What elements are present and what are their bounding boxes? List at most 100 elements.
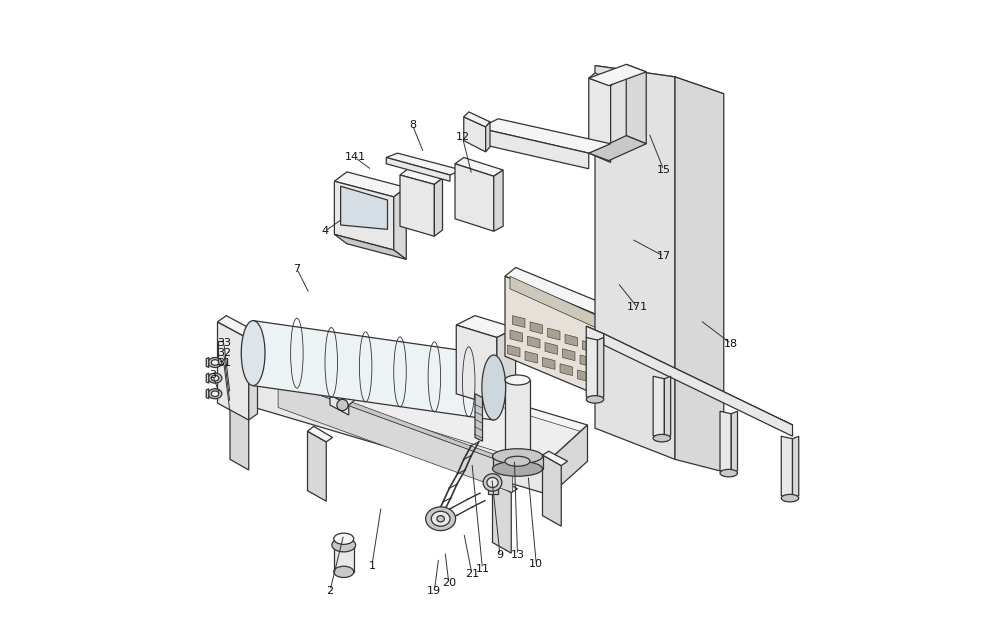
Polygon shape (508, 345, 520, 357)
Polygon shape (206, 357, 209, 367)
Ellipse shape (241, 321, 265, 386)
Ellipse shape (332, 538, 356, 552)
Polygon shape (530, 322, 542, 334)
Polygon shape (479, 119, 611, 153)
Polygon shape (582, 341, 595, 352)
Polygon shape (341, 186, 388, 229)
Text: 21: 21 (465, 569, 479, 579)
Polygon shape (589, 73, 617, 86)
Polygon shape (606, 309, 618, 399)
Polygon shape (334, 234, 406, 259)
Polygon shape (230, 395, 255, 409)
Ellipse shape (505, 456, 530, 466)
Polygon shape (525, 351, 538, 363)
Ellipse shape (492, 449, 542, 464)
Polygon shape (206, 389, 209, 399)
Polygon shape (589, 136, 646, 161)
Polygon shape (206, 373, 209, 383)
Ellipse shape (211, 391, 219, 397)
Text: 7: 7 (293, 264, 300, 274)
Text: 1: 1 (368, 561, 375, 571)
Polygon shape (434, 178, 442, 236)
Ellipse shape (483, 474, 502, 491)
Polygon shape (386, 153, 461, 175)
Polygon shape (456, 316, 516, 338)
Text: 141: 141 (344, 152, 366, 162)
Text: 15: 15 (657, 165, 671, 175)
Text: 32: 32 (217, 348, 231, 358)
Text: 171: 171 (627, 302, 648, 312)
Polygon shape (308, 431, 326, 501)
Polygon shape (512, 316, 525, 328)
Ellipse shape (437, 516, 444, 522)
Polygon shape (505, 276, 606, 399)
Text: 2: 2 (326, 586, 334, 596)
Polygon shape (492, 478, 518, 492)
Polygon shape (225, 362, 550, 495)
Polygon shape (731, 411, 738, 473)
Polygon shape (528, 336, 540, 348)
Polygon shape (586, 338, 598, 399)
Polygon shape (510, 276, 597, 328)
Polygon shape (497, 328, 516, 406)
Ellipse shape (586, 396, 604, 403)
Polygon shape (545, 342, 558, 354)
Polygon shape (792, 436, 799, 498)
Polygon shape (781, 436, 792, 498)
Polygon shape (589, 64, 646, 86)
Polygon shape (479, 128, 589, 169)
Polygon shape (562, 349, 575, 361)
Polygon shape (598, 338, 604, 399)
Text: 18: 18 (724, 339, 738, 349)
Text: 31: 31 (217, 357, 231, 367)
Polygon shape (230, 399, 249, 470)
Polygon shape (492, 482, 511, 553)
Polygon shape (456, 325, 497, 406)
Text: 3: 3 (209, 370, 216, 380)
Polygon shape (586, 326, 792, 425)
Text: 8: 8 (409, 120, 416, 130)
Polygon shape (586, 326, 604, 345)
Text: 20: 20 (442, 578, 456, 587)
Polygon shape (400, 169, 442, 184)
Ellipse shape (492, 461, 542, 476)
Polygon shape (464, 112, 490, 127)
Polygon shape (278, 375, 512, 466)
Polygon shape (580, 355, 592, 367)
Ellipse shape (720, 469, 738, 477)
Polygon shape (249, 356, 272, 375)
Ellipse shape (208, 357, 222, 367)
Polygon shape (510, 330, 522, 342)
Polygon shape (386, 158, 450, 181)
Polygon shape (595, 66, 724, 94)
Polygon shape (278, 380, 512, 492)
Polygon shape (492, 456, 542, 469)
Polygon shape (253, 321, 494, 420)
Polygon shape (225, 328, 588, 459)
Polygon shape (565, 334, 578, 346)
Polygon shape (486, 122, 490, 152)
Polygon shape (550, 425, 588, 495)
Polygon shape (249, 332, 258, 420)
Polygon shape (542, 455, 561, 526)
Polygon shape (664, 376, 671, 438)
Ellipse shape (208, 389, 222, 399)
Polygon shape (218, 322, 249, 420)
Polygon shape (604, 334, 792, 436)
Polygon shape (455, 158, 503, 176)
Text: 12: 12 (455, 132, 470, 142)
Text: 19: 19 (427, 586, 441, 596)
Polygon shape (488, 482, 498, 494)
Ellipse shape (482, 355, 506, 420)
Polygon shape (334, 172, 406, 197)
Ellipse shape (208, 373, 222, 383)
Polygon shape (560, 364, 572, 376)
Polygon shape (542, 357, 555, 369)
Polygon shape (334, 545, 354, 572)
Text: 10: 10 (529, 559, 543, 569)
Polygon shape (494, 170, 503, 231)
Ellipse shape (211, 359, 219, 365)
Polygon shape (330, 395, 349, 415)
Ellipse shape (431, 511, 450, 526)
Polygon shape (578, 370, 590, 382)
